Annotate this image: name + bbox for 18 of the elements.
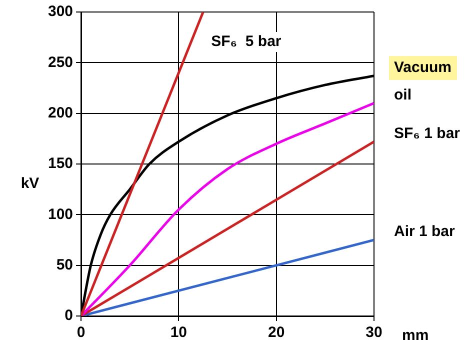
x-tick-label: 0 — [76, 324, 86, 342]
x-tick-label: 30 — [366, 324, 382, 342]
series-label: Vacuum — [394, 58, 452, 76]
y-tick-label: 0 — [64, 307, 74, 324]
series-label: Air 1 bar — [394, 223, 456, 240]
y-axis-title: kV — [20, 175, 40, 192]
y-tick-label: 300 — [48, 3, 74, 20]
y-tick-label: 150 — [48, 155, 74, 172]
y-tick-label: 250 — [48, 54, 74, 71]
x-tick-label: 20 — [268, 324, 285, 342]
y-tick-label: 50 — [56, 256, 74, 274]
y-tick-label: 100 — [48, 206, 74, 223]
x-tick-label: 10 — [170, 324, 188, 342]
x-axis-title: mm — [402, 327, 429, 344]
series-label: SF₆ 5 bar — [211, 33, 282, 50]
series-label: oil — [394, 86, 412, 104]
y-tick-label: 200 — [48, 104, 74, 122]
series-label: SF₆ 1 bar — [394, 124, 460, 142]
